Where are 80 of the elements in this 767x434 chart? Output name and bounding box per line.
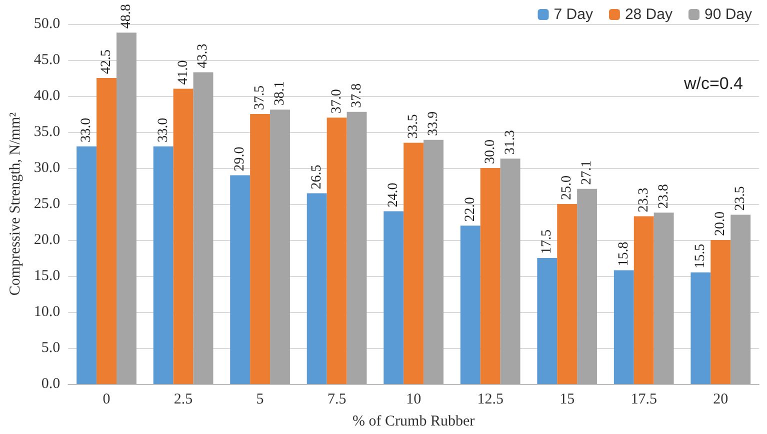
x-tick-label: 15: [560, 392, 575, 408]
bar: [654, 212, 674, 384]
bar: [480, 168, 500, 384]
bar: [614, 270, 634, 384]
bar: [460, 226, 480, 384]
legend-label: 90 Day: [704, 6, 752, 23]
bar: [500, 158, 520, 384]
y-tick-label: 10.0: [34, 304, 60, 320]
data-label: 23.3: [636, 188, 652, 212]
data-label: 33.0: [156, 118, 171, 142]
bar: [173, 88, 194, 384]
data-label: 31.3: [502, 130, 518, 155]
bar: [193, 72, 214, 384]
legend-label: 7 Day: [554, 6, 594, 23]
data-label: 23.5: [733, 186, 748, 211]
data-label: 15.8: [616, 242, 632, 266]
data-label: 20.0: [713, 212, 728, 236]
y-tick-label: 15.0: [34, 268, 60, 284]
y-tick-label: 20.0: [34, 232, 60, 248]
y-tick-label: 50.0: [34, 16, 60, 32]
y-tick-label: 30.0: [34, 160, 60, 176]
data-label: 29.0: [232, 146, 248, 172]
data-label: 25.0: [560, 176, 575, 200]
bar: [346, 112, 367, 384]
bar: [424, 140, 444, 384]
data-label: 24.0: [386, 182, 402, 208]
data-label: 42.5: [99, 50, 114, 74]
bar: [537, 258, 558, 384]
x-tick-label: 5: [256, 392, 264, 408]
x-tick-label: 10: [406, 392, 422, 408]
x-tick-label: 12.5: [477, 392, 504, 408]
y-tick-label: 5.0: [41, 340, 60, 356]
data-label: 17.5: [540, 230, 555, 254]
bar: [577, 188, 598, 384]
data-label: 37.5: [252, 86, 268, 110]
bar: [557, 204, 578, 384]
data-label: 33.9: [426, 111, 442, 136]
bar: [710, 240, 731, 384]
data-label: 15.5: [693, 244, 708, 268]
bar: [384, 211, 404, 384]
y-tick-label: 35.0: [34, 124, 60, 140]
data-label: 27.1: [580, 160, 595, 185]
data-label: 38.1: [272, 81, 288, 106]
annotation: w/c=0.4: [682, 74, 743, 93]
bar: [270, 110, 290, 384]
y-tick-label: 25.0: [34, 196, 60, 212]
data-label: 23.8: [656, 184, 672, 209]
data-label: 26.5: [309, 164, 324, 190]
x-axis-title: % of Crumb Rubber: [352, 414, 475, 430]
x-tick-label: 0: [102, 392, 110, 408]
bar: [306, 193, 327, 384]
legend-label: 28 Day: [624, 6, 673, 23]
data-label: 41.0: [176, 60, 191, 85]
data-label: 30.0: [482, 140, 498, 164]
x-tick-label: 17.5: [630, 392, 657, 408]
y-tick-label: 45.0: [34, 52, 60, 68]
bar: [404, 142, 424, 384]
data-label: 48.8: [118, 4, 134, 29]
y-tick-label: 40.0: [34, 88, 60, 104]
data-label: 37.8: [349, 83, 364, 108]
bar: [730, 214, 751, 384]
data-label: 37.0: [329, 89, 344, 114]
bar: [96, 78, 117, 384]
data-label: 22.0: [462, 197, 478, 222]
y-axis-title: Compressive Strength, N/mm²: [8, 112, 24, 296]
x-tick-label: 2.5: [174, 392, 193, 408]
x-tick-label: 20: [713, 392, 728, 408]
bar: [690, 272, 711, 384]
data-label: 33.0: [79, 118, 94, 142]
bar: [153, 146, 174, 384]
bar: [76, 146, 97, 384]
bar: [230, 175, 250, 384]
bar: [250, 114, 270, 384]
data-label: 33.5: [406, 114, 422, 139]
data-label: 43.3: [196, 44, 211, 68]
bar: [326, 118, 347, 384]
x-tick-label: 7.5: [327, 392, 346, 408]
y-tick-label: 0.0: [41, 376, 60, 392]
bar: [116, 32, 136, 384]
bar: [634, 216, 654, 384]
